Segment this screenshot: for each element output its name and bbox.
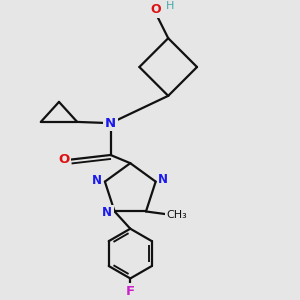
Text: H: H xyxy=(166,1,174,11)
Text: N: N xyxy=(105,117,116,130)
Text: F: F xyxy=(126,285,135,298)
Text: CH₃: CH₃ xyxy=(167,209,188,220)
Text: N: N xyxy=(158,173,168,186)
Text: O: O xyxy=(151,3,161,16)
Text: N: N xyxy=(102,206,112,220)
Text: O: O xyxy=(58,153,69,166)
Text: N: N xyxy=(92,174,101,187)
